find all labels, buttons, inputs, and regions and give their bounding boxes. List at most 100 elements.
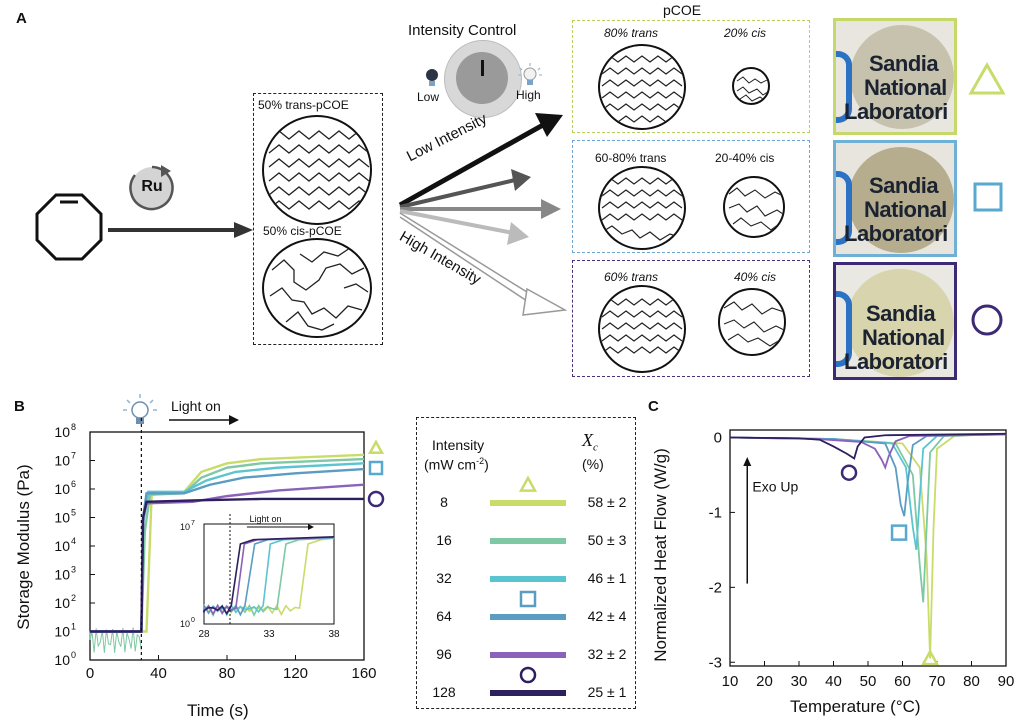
c-circle-marker — [840, 464, 858, 481]
photo3-text-2: National — [862, 325, 945, 350]
legend-marker-square — [519, 590, 537, 608]
inset-ytop-exp: 7 — [191, 520, 195, 527]
c-xtick-label: 20 — [756, 673, 773, 690]
row-60-80-trans-box — [572, 140, 810, 253]
inset-ytop-label: 10 — [180, 522, 190, 532]
c-ytick-label: -3 — [709, 654, 722, 671]
row2-cis-label: 20-40% cis — [715, 151, 775, 165]
row2-trans-chains — [601, 177, 683, 241]
c-series-8 — [729, 432, 1007, 659]
c-series-128 — [729, 432, 1007, 460]
legend-intensity: 64 — [436, 608, 452, 624]
c-xtick-label: 90 — [998, 673, 1015, 690]
c-triangle-marker — [920, 648, 940, 666]
b-ytick-label: 10 — [54, 453, 70, 469]
c-ylabel: Normalized Heat Flow (W/g) — [651, 448, 670, 662]
legend-row: 128 25 ± 1 — [416, 666, 636, 702]
row2-cis-circle — [723, 176, 785, 238]
legend-row: 96 32 ± 2 — [416, 644, 636, 664]
row1-cis-label: 20% cis — [724, 26, 767, 40]
photo1-text-2: National — [864, 75, 947, 100]
legend-marker-shape — [519, 590, 537, 608]
inset-ybot-label: 10 — [180, 619, 190, 629]
c-ytick-label: -2 — [709, 579, 722, 596]
legend-marker-circle — [519, 666, 537, 684]
legend-row: 8 58 ± 2 — [416, 475, 636, 512]
row-60-trans-box — [572, 260, 810, 377]
b-ytick-label: 10 — [54, 538, 70, 554]
c-xtick-label: 40 — [825, 673, 842, 690]
row1-trans-circle — [598, 44, 686, 130]
cycle-arrow-icon — [129, 165, 174, 211]
b-ytick-label: 10 — [54, 424, 70, 440]
c-series-16 — [729, 432, 1007, 603]
legend-units-end: ) — [484, 456, 489, 473]
c-xtick-label: 70 — [929, 673, 946, 690]
row3-trans-circle — [598, 285, 686, 373]
pcoe-title: pCOE — [663, 2, 702, 18]
inset-ybot-exp: 0 — [191, 617, 195, 624]
c-xtick-label: 80 — [963, 673, 980, 690]
b-ytick-exp: 6 — [71, 479, 76, 489]
cis-pcoe-circle — [262, 238, 372, 338]
intensity-control-title: Intensity Control — [408, 22, 517, 39]
b-ytick-label: 10 — [54, 510, 70, 526]
legend-head-units: (mW cm-2) — [424, 456, 489, 473]
b-ylabel: Storage Modulus (Pa) — [14, 464, 33, 630]
photo2-text-1: Sandia — [869, 173, 939, 198]
trans-pcoe-circle — [262, 115, 372, 225]
c-ytick-label: -1 — [709, 504, 722, 521]
photo3-text-1: Sandia — [866, 301, 936, 326]
panel-a-letter: A — [16, 10, 27, 27]
c-xtick-label: 10 — [722, 673, 739, 690]
b-noise — [89, 627, 142, 653]
legend-swatch — [490, 576, 566, 582]
panel-c-letter: C — [648, 398, 659, 415]
exo-up-arrowhead — [743, 456, 752, 466]
lightbulb-icon — [123, 394, 157, 424]
legend-xc: 58 ± 2 — [587, 494, 627, 510]
low-label: Low — [417, 90, 440, 104]
row3-cis-chains — [723, 301, 784, 347]
b-xtick-label: 0 — [86, 665, 94, 682]
row2-cis-chains — [728, 187, 783, 231]
row1-trans-chains — [601, 55, 683, 123]
legend-x-symbol: X — [582, 430, 593, 450]
b-xlabel: Time (s) — [187, 701, 249, 720]
sample-photo-1: Sandia National Laboratori — [833, 18, 957, 135]
legend-xc: 50 ± 3 — [587, 532, 627, 548]
legend-xc: 46 ± 1 — [587, 570, 627, 586]
legend-units-exp: -2 — [476, 456, 485, 466]
legend-marker-triangle — [518, 475, 538, 492]
c-xtick-label: 50 — [860, 673, 877, 690]
row1-trans-label: 80% trans — [604, 26, 659, 40]
b-ytick-exp: 1 — [71, 622, 76, 632]
cyclooctene-structure — [35, 193, 103, 261]
row2-trans-label: 60-80% trans — [595, 151, 667, 165]
legend-xc: 32 ± 2 — [587, 646, 627, 662]
photo2-text-3: Laboratori — [844, 221, 948, 246]
legend-marker-shape — [519, 666, 537, 684]
photo1-text-1: Sandia — [869, 51, 939, 76]
b-ytick-exp: 2 — [71, 593, 76, 603]
legend-units-text: (mW cm — [424, 456, 477, 473]
light-on-label: Light on — [171, 398, 221, 414]
c-xtick-label: 60 — [894, 673, 911, 690]
legend-row: 16 50 ± 3 — [416, 530, 636, 550]
legend-head-intensity: Intensity — [432, 437, 485, 453]
legend-intensity: 96 — [436, 646, 452, 662]
legend-x-sub: c — [593, 441, 598, 454]
b-ytick-label: 10 — [54, 595, 70, 611]
inset-light-arrowhead — [308, 524, 314, 530]
legend-marker-shape — [518, 475, 538, 492]
legend-row: 32 46 ± 1 — [416, 568, 636, 588]
b-ytick-label: 10 — [54, 481, 70, 497]
row3-cis-circle — [718, 288, 786, 356]
photo3-text-3: Laboratori — [844, 349, 948, 374]
b-xtick-label: 160 — [351, 665, 376, 682]
legend-row: 64 42 ± 4 — [416, 590, 636, 626]
inset-xtick-label: 38 — [328, 629, 340, 640]
row2-trans-circle — [598, 166, 686, 250]
row3-trans-chains — [601, 298, 683, 354]
knob-pointer — [481, 60, 484, 76]
